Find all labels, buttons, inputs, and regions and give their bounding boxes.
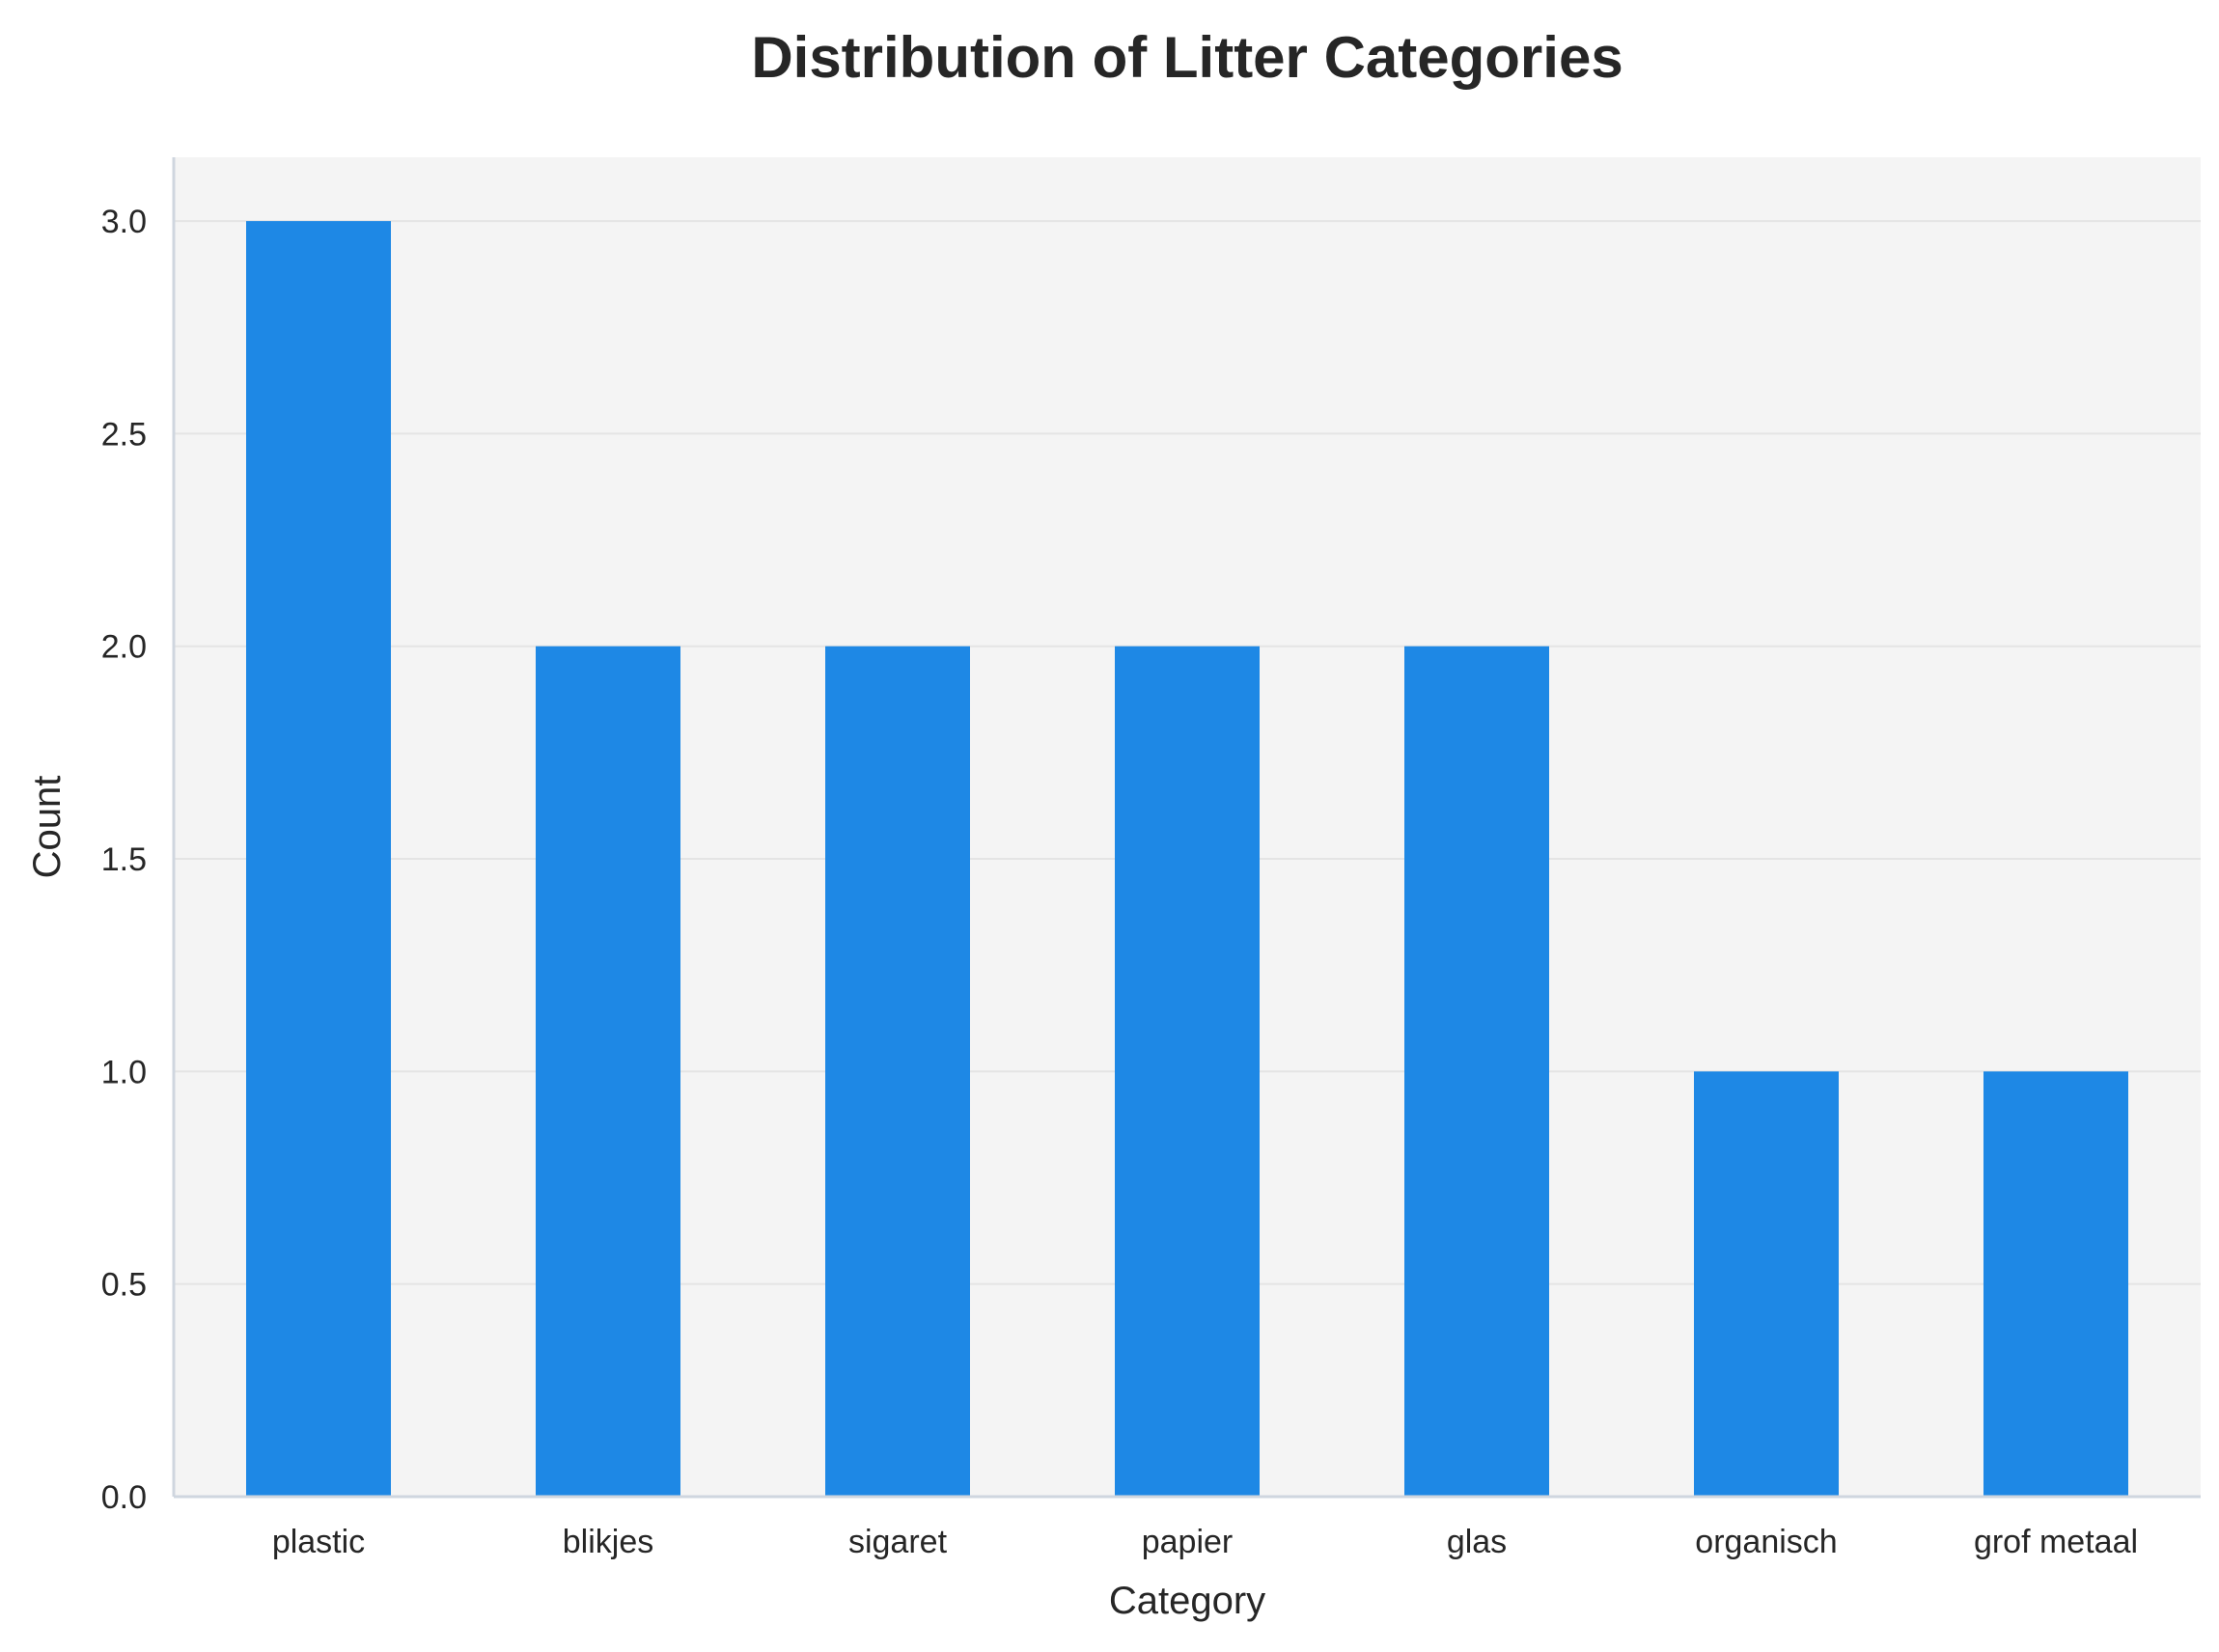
y-tick-label: 2.0 [101, 629, 147, 666]
x-tick-label: grof metaal [1974, 1524, 2138, 1560]
bars-layer [246, 221, 2128, 1498]
x-tick-label: plastic [272, 1524, 365, 1560]
y-tick-labels: 0.0 0.5 1.0 1.5 2.0 2.5 3.0 [101, 204, 147, 1516]
y-tick-label: 0.0 [101, 1479, 147, 1516]
x-tick-label: blikjes [563, 1524, 653, 1560]
y-axis-label: Count [26, 776, 69, 879]
bar-blikjes [536, 646, 680, 1497]
y-tick-label: 0.5 [101, 1267, 147, 1304]
x-tick-label: organisch [1695, 1524, 1837, 1560]
x-tick-labels: plastic blikjes sigaret papier glas organisch… [272, 1524, 2138, 1560]
y-tick-label: 2.5 [101, 416, 147, 453]
y-tick-label: 1.0 [101, 1054, 147, 1090]
y-tick-label: 1.5 [101, 841, 147, 878]
x-axis-label: Category [1109, 1580, 1265, 1622]
bar-organisch [1694, 1071, 1839, 1497]
y-tick-label: 3.0 [101, 204, 147, 240]
bar-sigaret [825, 646, 970, 1497]
bar-papier [1115, 646, 1260, 1497]
x-tick-label: glas [1447, 1524, 1507, 1560]
bar-plastic [246, 221, 391, 1498]
x-tick-label: sigaret [848, 1524, 948, 1560]
chart-title: Distribution of Litter Categories [751, 25, 1623, 90]
bar-grof-metaal [1983, 1071, 2128, 1497]
bar-glas [1404, 646, 1549, 1497]
x-tick-label: papier [1142, 1524, 1234, 1560]
